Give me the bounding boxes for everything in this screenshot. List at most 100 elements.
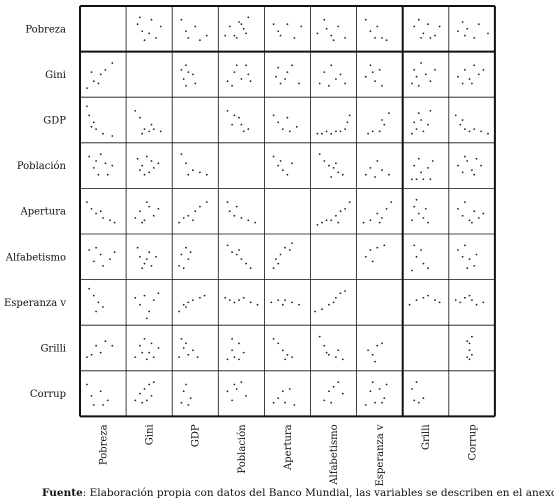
- scatter-point: [487, 32, 489, 35]
- scatter-point: [95, 128, 97, 131]
- scatter-point: [422, 32, 425, 35]
- matrix-cell-1-2: [172, 51, 219, 98]
- scatter-point: [328, 303, 330, 306]
- matrix-cell-2-5: [310, 97, 357, 143]
- scatter-point: [240, 217, 243, 219]
- scatter-point: [109, 258, 111, 260]
- scatter-point: [284, 246, 286, 249]
- matrix-cell-3-4: [264, 142, 311, 189]
- scatter-point: [364, 255, 367, 258]
- scatter-point: [337, 171, 340, 174]
- scatter-point: [143, 219, 146, 222]
- scatter-point: [330, 219, 333, 222]
- matrix-cell-8-2: [172, 370, 219, 417]
- scatter-point: [427, 167, 429, 169]
- scatter-point: [291, 162, 293, 165]
- scatter-point: [231, 338, 234, 340]
- scatter-point: [429, 178, 432, 181]
- scatter-point: [145, 155, 148, 158]
- scatter-point: [111, 164, 114, 167]
- scatter-point: [205, 201, 208, 204]
- scatter-point: [424, 73, 427, 76]
- scatter-point: [92, 260, 95, 263]
- scatter-point: [471, 353, 473, 356]
- scatter-point: [422, 296, 425, 299]
- scatter-point: [180, 18, 183, 21]
- scatter-point: [185, 84, 187, 87]
- scatter-point: [461, 255, 464, 258]
- scatter-point: [185, 64, 187, 67]
- scatter-point: [332, 167, 335, 169]
- scatter-point: [148, 171, 151, 174]
- scatter-point: [316, 132, 319, 135]
- scatter-point: [415, 128, 418, 131]
- matrix-cell-3-7: [402, 142, 449, 189]
- scatter-point: [238, 358, 240, 361]
- scatter-point: [339, 73, 342, 76]
- scatter-point: [459, 301, 462, 304]
- scatter-point: [378, 68, 381, 71]
- scatter-point: [194, 25, 197, 28]
- scatter-point: [192, 349, 194, 352]
- matrix-cell-7-1: [126, 325, 173, 371]
- scatter-point: [461, 119, 464, 121]
- scatter-point: [337, 25, 340, 28]
- scatter-point: [242, 351, 245, 354]
- scatter-point: [106, 173, 109, 176]
- scatter-point: [187, 404, 190, 406]
- scatter-point: [143, 173, 146, 176]
- matrix-cell-5-3: [218, 234, 265, 280]
- scatter-point: [468, 342, 471, 345]
- scatter-point: [238, 249, 240, 251]
- scatter-point: [328, 164, 330, 167]
- scatter-point: [185, 306, 187, 308]
- scatter-point: [196, 356, 199, 358]
- matrix-cell-1-4: [264, 51, 311, 98]
- scatter-point: [86, 87, 88, 89]
- scatter-point: [378, 130, 381, 133]
- scatter-point: [86, 383, 88, 386]
- scatter-point: [383, 244, 386, 247]
- scatter-point: [143, 338, 146, 340]
- scatter-point: [109, 219, 111, 222]
- scatter-point: [459, 123, 462, 126]
- column-label: Corrup: [467, 424, 478, 460]
- scatter-point: [341, 173, 344, 176]
- scatter-point: [111, 62, 114, 64]
- scatter-point: [293, 37, 296, 39]
- scatter-point: [235, 64, 238, 67]
- scatter-point: [468, 219, 471, 222]
- matrix-cell-5-4: [264, 234, 311, 280]
- scatter-point: [95, 160, 97, 162]
- matrix-cell-5-7: [402, 234, 449, 280]
- scatter-point: [150, 342, 153, 345]
- scatter-point: [477, 73, 480, 76]
- matrix-cell-5-0: [80, 234, 127, 280]
- scatter-point: [339, 210, 342, 213]
- scatter-point: [411, 178, 413, 181]
- scatter-point: [417, 112, 420, 115]
- scatter-point: [364, 173, 367, 176]
- scatter-point: [185, 383, 187, 386]
- scatter-point: [323, 160, 326, 162]
- scatter-point: [148, 383, 151, 386]
- scatter-point: [235, 37, 238, 39]
- scatter-point: [344, 208, 346, 210]
- scatter-point: [141, 164, 144, 167]
- scatter-point: [247, 128, 250, 131]
- matrix-cell-2-4: [264, 97, 311, 143]
- row-label: Apertura: [19, 207, 66, 218]
- scatter-point: [187, 173, 190, 176]
- scatter-point: [321, 132, 323, 135]
- scatter-point: [228, 25, 231, 28]
- scatter-point: [152, 167, 155, 169]
- scatter-point: [231, 399, 234, 402]
- scatter-point: [277, 30, 280, 32]
- scatter-point: [413, 25, 416, 28]
- matrix-points: [86, 16, 489, 406]
- scatter-point: [466, 267, 469, 270]
- scatter-point: [475, 303, 478, 306]
- scatter-point: [457, 75, 459, 78]
- matrix-cell-3-0: [80, 142, 127, 189]
- scatter-point: [240, 258, 243, 260]
